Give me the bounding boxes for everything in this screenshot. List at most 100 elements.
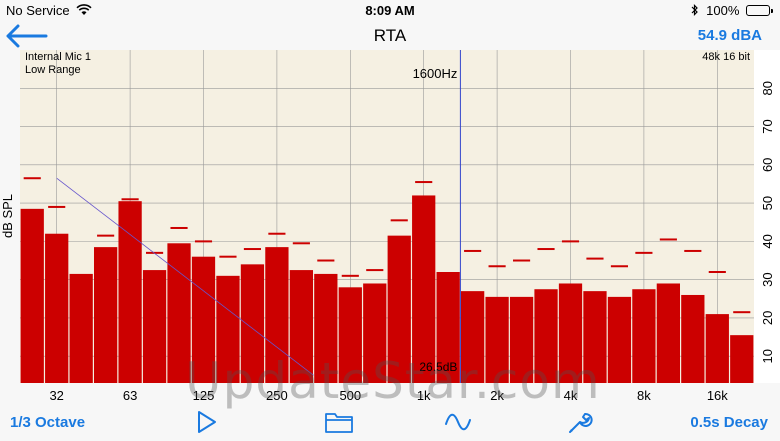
cursor-frequency-label: 1600Hz — [413, 66, 458, 81]
bar-24 — [607, 296, 632, 383]
y-tick-label: 50 — [760, 196, 775, 210]
peak-12 — [317, 259, 335, 262]
back-button[interactable] — [4, 24, 48, 48]
rta-chart[interactable]: 10 20 30 40 50 60 70 80 32 63 125 250 500 1k 2k 4k 8k 16… — [0, 50, 780, 406]
peak-21 — [537, 248, 555, 251]
x-tick-label: 63 — [123, 388, 137, 403]
peak-19 — [488, 265, 506, 268]
settings-button[interactable] — [566, 410, 594, 441]
peak-24 — [610, 265, 628, 268]
x-tick-label: 1k — [417, 388, 431, 403]
peak-9 — [243, 248, 261, 251]
x-axis-ticks: 32 63 125 250 500 1k 2k 4k 8k 16k — [49, 388, 728, 403]
peak-10 — [268, 232, 286, 235]
peak-15 — [390, 219, 408, 222]
mic-label: Internal Mic 1 — [25, 51, 91, 63]
arrow-left-icon — [6, 24, 48, 48]
y-tick-label: 70 — [760, 119, 775, 133]
peak-4 — [121, 198, 139, 201]
bar-22 — [558, 283, 583, 383]
bar-27 — [681, 294, 705, 383]
folder-icon — [325, 413, 353, 433]
x-tick-label: 250 — [266, 388, 288, 403]
y-axis-ticks: 10 20 30 40 50 60 70 80 — [760, 81, 775, 363]
y-axis-area — [754, 50, 780, 383]
peak-20 — [513, 259, 531, 262]
y-tick-label: 80 — [760, 81, 775, 95]
play-icon — [198, 411, 216, 433]
noise-floor-line — [56, 177, 314, 376]
bandwidth-button[interactable]: 1/3 Octave — [10, 414, 86, 431]
peak-11 — [292, 242, 310, 245]
peak-29 — [733, 311, 751, 314]
bar-15 — [387, 235, 411, 383]
clock: 8:09 AM — [365, 3, 415, 18]
bar-29 — [730, 335, 754, 383]
bar-12 — [314, 273, 338, 383]
navigation-bar: RTA 54.9 dBA — [0, 22, 780, 50]
peak-0 — [23, 177, 41, 180]
bar-9 — [240, 264, 265, 383]
bar-21 — [534, 289, 558, 383]
peak-28 — [708, 271, 726, 273]
y-tick-label: 10 — [760, 349, 775, 363]
weighting-button[interactable] — [444, 410, 472, 439]
y-axis-label: dB SPL — [0, 194, 15, 238]
peak-13 — [341, 274, 359, 277]
bar-5 — [142, 270, 167, 383]
bar-7 — [191, 256, 216, 383]
bar-17 — [436, 272, 460, 383]
rta-chart-svg[interactable]: 10 20 30 40 50 60 70 80 32 63 125 250 500 1k 2k 4k 8k 16… — [0, 50, 780, 406]
wrench-icon — [569, 412, 593, 433]
bar-25 — [632, 289, 656, 383]
plot-background — [20, 50, 754, 383]
x-tick-label: 16k — [707, 388, 728, 403]
battery-icon — [746, 5, 773, 16]
bar-8 — [216, 275, 240, 383]
battery-percent: 100% — [706, 3, 740, 18]
bar-20 — [509, 296, 534, 383]
bar-11 — [289, 270, 313, 383]
peak-6 — [170, 226, 188, 229]
peak-22 — [561, 240, 580, 243]
bar-28 — [705, 314, 729, 383]
peak-14 — [366, 269, 384, 272]
carrier-status: No Service — [6, 3, 92, 18]
peak-18 — [464, 249, 482, 252]
bar-26 — [656, 283, 680, 383]
bottom-toolbar: 1/3 Octave 0.5s Decay — [0, 406, 780, 439]
bar-13 — [338, 287, 362, 383]
noise-floor-label: 26.5dB — [419, 360, 457, 374]
peak-16 — [415, 181, 433, 184]
decay-button[interactable]: 0.5s Decay — [690, 414, 768, 431]
bar-6 — [167, 243, 191, 383]
carrier-label: No Service — [6, 3, 70, 18]
bar-23 — [583, 291, 607, 383]
status-bar: No Service 8:09 AM 100% — [0, 0, 780, 22]
y-tick-label: 40 — [760, 234, 775, 248]
peak-3 — [97, 234, 115, 237]
x-tick-label: 8k — [637, 388, 651, 403]
y-tick-label: 30 — [760, 272, 775, 286]
x-tick-label: 125 — [193, 388, 215, 403]
x-tick-label: 2k — [490, 388, 504, 403]
peak-8 — [219, 255, 237, 258]
level-readout[interactable]: 54.9 dBA — [697, 27, 762, 44]
peak-7 — [194, 240, 213, 243]
bar-10 — [265, 247, 289, 383]
peak-1 — [48, 205, 66, 208]
bar-14 — [363, 283, 387, 383]
peak-23 — [586, 257, 604, 260]
x-tick-label: 32 — [49, 388, 63, 403]
bar-3 — [94, 247, 118, 383]
bar-0 — [20, 208, 44, 383]
play-button[interactable] — [196, 410, 218, 439]
files-button[interactable] — [324, 410, 354, 439]
bar-19 — [485, 296, 509, 383]
peak-27 — [684, 249, 702, 252]
bar-1 — [45, 233, 69, 383]
battery-status: 100% — [691, 3, 773, 18]
bar-4 — [118, 201, 142, 383]
x-tick-label: 500 — [339, 388, 361, 403]
weighting-curve-icon — [445, 413, 471, 431]
